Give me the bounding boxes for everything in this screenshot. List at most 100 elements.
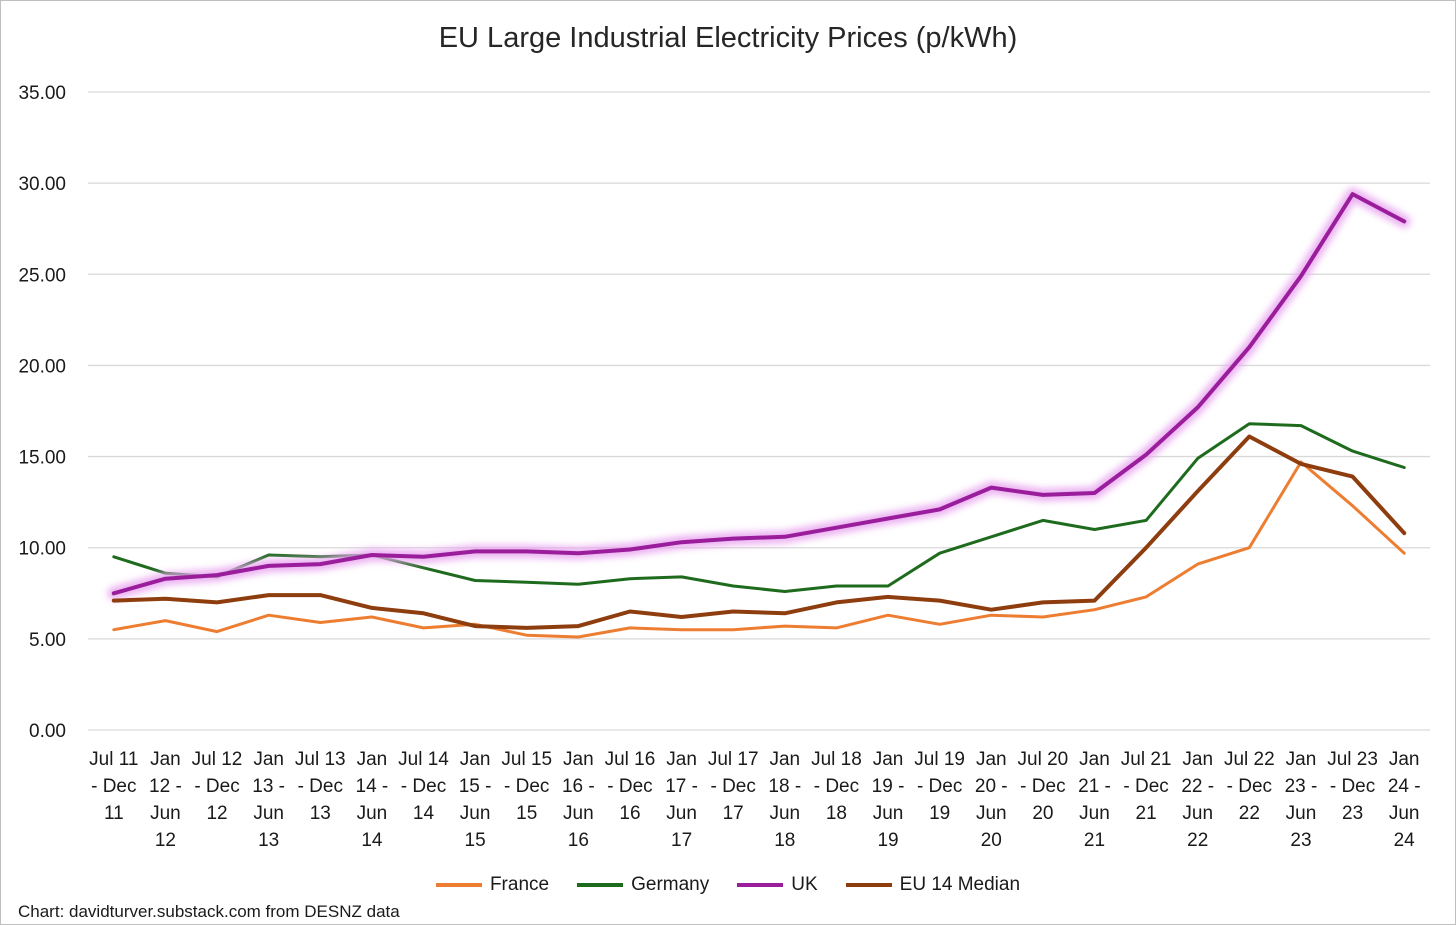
x-tick-label: Jul 14 - Dec 14: [398, 749, 449, 824]
x-tick-label-line: 19: [877, 830, 898, 851]
x-tick-label-line: Jul 11: [89, 749, 138, 770]
x-tick-label-line: Jul 12: [192, 749, 243, 770]
x-tick-label-line: 16: [568, 830, 589, 851]
x-tick-label-line: Jul 20: [1018, 749, 1069, 770]
x-tick-label: Jul 16 - Dec 16: [605, 749, 656, 824]
x-tick-label-line: Jul 13: [295, 749, 346, 770]
x-tick-label-line: - Dec: [1330, 776, 1375, 797]
x-tick-label: Jul 13 - Dec 13: [295, 749, 346, 824]
x-tick-label-line: Jan: [460, 749, 491, 770]
x-tick-label-line: 23 -: [1285, 776, 1318, 797]
x-tick-label-line: 22: [1187, 830, 1208, 851]
x-tick-label-line: Jan: [1389, 749, 1420, 770]
x-tick-label: Jan 24 - Jun 24: [1388, 749, 1421, 851]
x-tick-label: Jan 18 - Jun 18: [768, 749, 801, 851]
x-tick-label: Jan 21 - Jun 21: [1078, 749, 1111, 851]
x-tick-label: Jul 21 - Dec 21: [1121, 749, 1172, 824]
x-tick-label-line: 17 -: [665, 776, 698, 797]
x-tick-label-line: Jan: [357, 749, 388, 770]
x-tick-label-line: 23: [1342, 803, 1363, 824]
x-tick-label-line: 12: [155, 830, 176, 851]
x-tick-label: Jan 13 - Jun 13: [252, 749, 285, 851]
x-tick-label-line: 15 -: [459, 776, 492, 797]
x-tick-label: Jan 23 - Jun 23: [1285, 749, 1318, 851]
x-tick-label-line: 22: [1239, 803, 1260, 824]
y-tick-label: 30.00: [18, 174, 66, 195]
y-tick-label: 35.00: [18, 83, 66, 104]
x-tick-label: Jan 15 - Jun 15: [459, 749, 492, 851]
x-tick-label-line: Jan: [873, 749, 904, 770]
x-tick-label-line: Jan: [563, 749, 594, 770]
x-tick-label-line: Jan: [1286, 749, 1317, 770]
x-tick-label-line: Jul 22: [1224, 749, 1275, 770]
legend-item: EU 14 Median: [845, 874, 1020, 896]
x-tick-label-line: - Dec: [298, 776, 343, 797]
x-tick-label-line: Jul 16: [605, 749, 656, 770]
y-tick-label: 25.00: [18, 265, 66, 286]
gridlines: [88, 91, 1430, 731]
x-tick-label-line: Jun: [769, 803, 800, 824]
x-tick-label-line: Jun: [873, 803, 904, 824]
x-tick-label: Jan 12 - Jun 12: [149, 749, 182, 851]
x-tick-label-line: 17: [671, 830, 692, 851]
x-tick-label-line: 20 -: [975, 776, 1008, 797]
x-tick-label: Jan 17 - Jun 17: [665, 749, 698, 851]
x-tick-label: Jul 17 - Dec 17: [708, 749, 759, 824]
x-tick-label-line: - Dec: [607, 776, 652, 797]
x-tick-label: Jul 12 - Dec 12: [192, 749, 243, 824]
y-tick-label: 5.00: [29, 630, 66, 651]
legend-swatch: [737, 883, 784, 887]
x-tick-label-line: 15: [516, 803, 537, 824]
x-tick-label-line: - Dec: [814, 776, 859, 797]
x-tick-label: Jan 22 - Jun 22: [1181, 749, 1214, 851]
x-tick-label-line: - Dec: [91, 776, 136, 797]
x-tick-label-line: Jun: [976, 803, 1007, 824]
x-tick-label-line: 16: [619, 803, 640, 824]
x-tick-label-line: Jun: [1182, 803, 1213, 824]
x-tick-label-line: 21 -: [1078, 776, 1111, 797]
x-tick-label-line: 14: [361, 830, 383, 851]
x-tick-label: Jul 23 - Dec 23: [1327, 749, 1378, 824]
x-tick-label-line: Jul 23: [1327, 749, 1378, 770]
x-tick-label-line: 20: [1032, 803, 1053, 824]
x-tick-label: Jul 15 - Dec 15: [501, 749, 552, 824]
x-tick-label-line: 21: [1136, 803, 1157, 824]
legend: France Germany UK EU 14 Median: [0, 874, 1456, 896]
x-tick-label-line: 24 -: [1388, 776, 1421, 797]
x-tick-label: Jul 19 - Dec 19: [914, 749, 965, 824]
legend-label: UK: [791, 874, 818, 895]
legend-item: Germany: [577, 874, 709, 896]
x-tick-label-line: Jun: [150, 803, 181, 824]
x-tick-label: Jan 20 - Jun 20: [975, 749, 1008, 851]
x-tick-label: Jul 11 - Dec 11: [89, 749, 138, 824]
x-tick-label-line: 19 -: [872, 776, 905, 797]
x-tick-label: Jul 18 - Dec 18: [811, 749, 862, 824]
legend-label: Germany: [631, 874, 710, 895]
x-tick-label-line: 15: [465, 830, 486, 851]
x-tick-label-line: Jul 14: [398, 749, 449, 770]
legend-label: France: [489, 874, 550, 895]
x-tick-label: Jul 22 - Dec 22: [1224, 749, 1275, 824]
x-tick-label-line: Jan: [976, 749, 1007, 770]
x-tick-label-line: 13 -: [252, 776, 285, 797]
x-tick-label-line: Jan: [1182, 749, 1213, 770]
x-tick-label-line: 12: [206, 803, 227, 824]
chart-title: EU Large Industrial Electricity Prices (…: [438, 22, 1018, 54]
x-tick-label-line: Jul 17: [708, 749, 759, 770]
x-tick-label-line: - Dec: [917, 776, 962, 797]
x-tick-label-line: Jun: [1389, 803, 1420, 824]
x-tick-label-line: Jun: [666, 803, 697, 824]
legend-item: UK: [737, 874, 818, 896]
x-tick-label-line: Jun: [253, 803, 284, 824]
series-line-eu-14-median: [111, 434, 1407, 630]
x-tick-label-line: 22 -: [1181, 776, 1214, 797]
x-tick-label: Jul 20 - Dec 20: [1018, 749, 1069, 824]
series-lines: [107, 187, 1411, 639]
x-tick-label-line: 12 -: [149, 776, 182, 797]
x-tick-label-line: Jan: [1079, 749, 1110, 770]
x-tick-label-line: 14 -: [356, 776, 389, 797]
y-axis-tick-labels: 0.00 5.00 10.00 15.00 20.00 25.00 30.00 35.00: [18, 83, 66, 742]
x-tick-label-line: 13: [258, 830, 279, 851]
x-tick-label-line: Jan: [253, 749, 284, 770]
